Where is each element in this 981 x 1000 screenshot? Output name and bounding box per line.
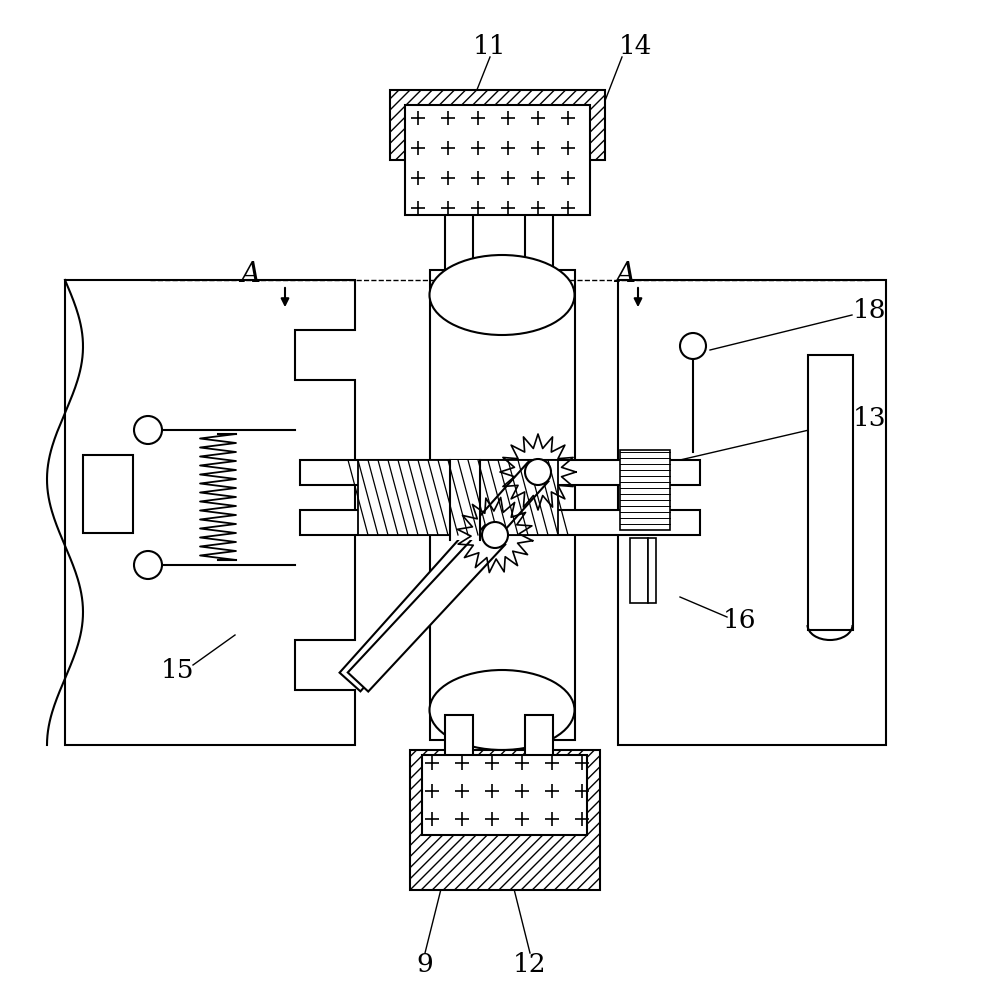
Bar <box>358 460 558 535</box>
Bar <box>450 460 480 540</box>
Ellipse shape <box>430 670 575 750</box>
Bar <box>445 715 473 760</box>
Text: 13: 13 <box>853 406 887 430</box>
Polygon shape <box>65 280 355 745</box>
Bar <box>300 460 700 485</box>
Bar <box>405 105 590 215</box>
Bar <box>618 280 886 745</box>
Bar <box>525 160 553 295</box>
Polygon shape <box>347 525 505 692</box>
Bar <box>422 755 587 835</box>
Bar <box>410 750 600 890</box>
Bar <box>83 455 133 533</box>
Bar <box>390 90 605 160</box>
Bar <box>445 160 473 295</box>
Bar <box>525 715 553 760</box>
Circle shape <box>525 459 551 485</box>
Text: 16: 16 <box>723 607 756 633</box>
Bar <box>648 538 656 603</box>
Text: 15: 15 <box>161 658 195 682</box>
Text: A: A <box>615 261 635 288</box>
Text: 18: 18 <box>853 298 887 322</box>
Text: A: A <box>240 261 260 288</box>
Bar <box>620 450 670 530</box>
Text: 14: 14 <box>618 34 651 60</box>
Text: 11: 11 <box>473 34 507 60</box>
Ellipse shape <box>430 255 575 335</box>
Circle shape <box>680 333 706 359</box>
Circle shape <box>482 522 508 548</box>
Text: 12: 12 <box>513 952 546 978</box>
Circle shape <box>134 551 162 579</box>
Bar <box>300 510 700 535</box>
Bar <box>430 270 575 740</box>
Bar <box>808 355 853 630</box>
Text: 9: 9 <box>417 952 434 978</box>
Circle shape <box>134 416 162 444</box>
Bar <box>630 538 648 603</box>
Polygon shape <box>339 463 548 691</box>
